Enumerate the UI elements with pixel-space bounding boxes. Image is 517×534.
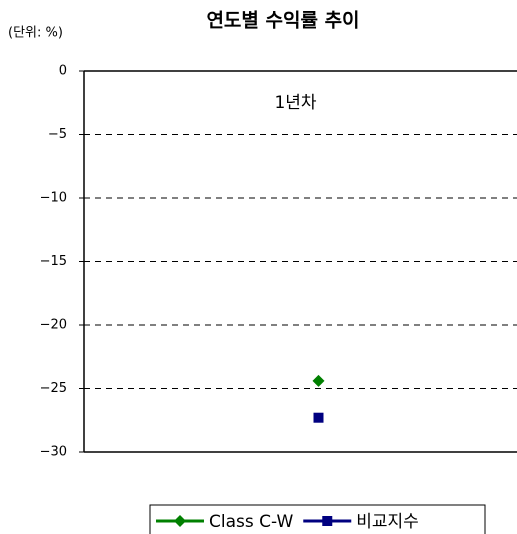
legend-marker xyxy=(174,515,186,527)
x-category-label: 1년차 xyxy=(274,93,316,113)
y-tick-label: −5 xyxy=(48,127,67,142)
y-tick-label: −10 xyxy=(40,191,67,206)
chart-title: 연도별 수익률 추이 xyxy=(206,10,359,32)
y-tick-label: −30 xyxy=(40,445,67,460)
legend-marker xyxy=(322,516,333,526)
y-tick-label: −15 xyxy=(40,254,67,269)
legend-label: Class C-W xyxy=(209,512,293,532)
y-tick-label: −25 xyxy=(40,381,67,396)
legend: Class C-W 비교지수 xyxy=(149,504,486,534)
y-tick-label: −20 xyxy=(40,318,67,333)
legend-label: 비교지수 xyxy=(356,512,419,532)
data-point xyxy=(313,412,324,423)
unit-label: (단위: %) xyxy=(8,26,63,41)
y-tick-label: 0 xyxy=(59,64,67,79)
data-point xyxy=(312,374,325,387)
